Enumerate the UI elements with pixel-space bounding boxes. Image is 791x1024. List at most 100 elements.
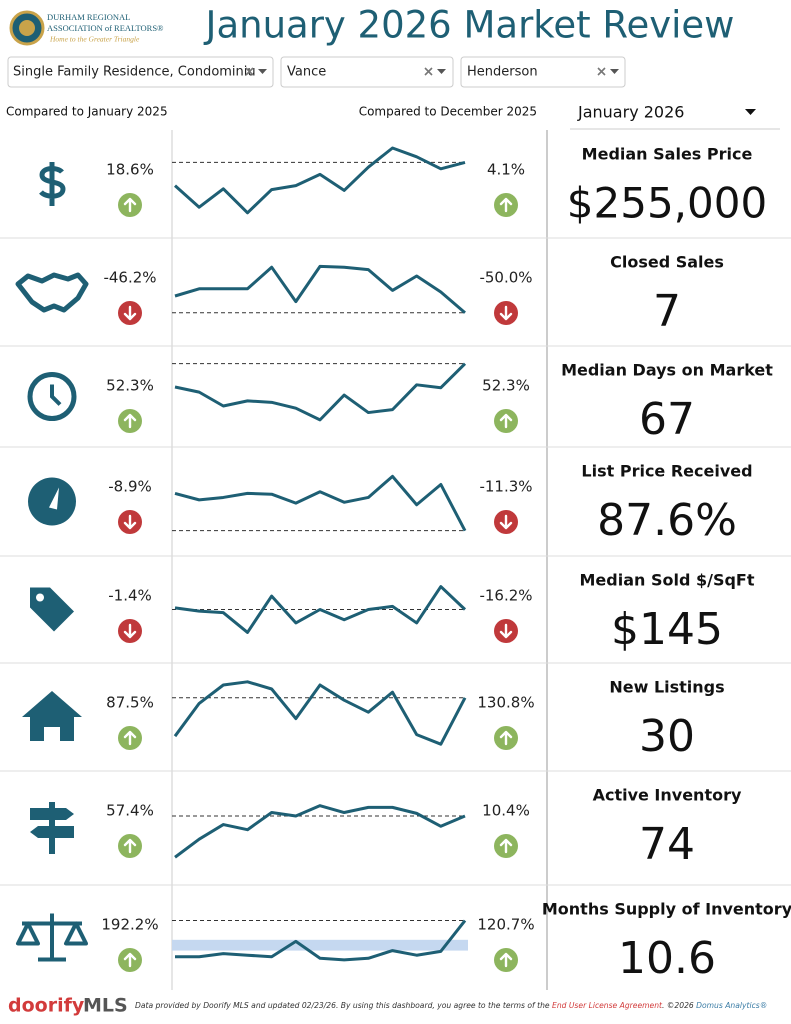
compare-label: Compared to December 2025 — [359, 105, 537, 119]
logo-line: ASSOCIATION of REALTORS® — [47, 23, 164, 33]
yoy-change: 87.5% — [106, 694, 154, 712]
yoy-change: -8.9% — [108, 478, 152, 496]
target-band — [172, 939, 468, 951]
filter[interactable]: Vance — [280, 56, 454, 88]
footer-note: Data provided by Doorify MLS and updated… — [135, 1001, 550, 1010]
trend-line — [175, 919, 467, 962]
yoy-change: -1.4% — [108, 587, 152, 605]
yoy-change: 52.3% — [106, 377, 154, 395]
icon — [16, 913, 88, 962]
period-text: January 2026 — [577, 103, 684, 122]
filter-text: Single Family Residence, Condominiu — [13, 65, 256, 80]
compare-label: Compared to January 2025 — [6, 105, 168, 119]
icon — [30, 587, 74, 632]
dropdown-icon[interactable] — [258, 69, 267, 74]
company-link[interactable]: Domus Analytics® — [696, 1001, 767, 1010]
yoy-arrow — [123, 838, 137, 854]
metric-label: Median Sold $/SqFt — [579, 571, 754, 590]
logo-line: DURHAM REGIONAL — [47, 12, 130, 22]
mom-change: 52.3% — [482, 377, 530, 395]
filter[interactable]: Single Family Residence, Condominiu — [7, 56, 274, 88]
icon — [49, 487, 59, 510]
metric-value: 87.6% — [597, 495, 737, 546]
icon — [27, 372, 77, 421]
metric-label: List Price Received — [581, 462, 752, 481]
period-select[interactable]: January 2026 — [570, 103, 780, 130]
yoy-arrow — [123, 952, 137, 968]
icon — [30, 808, 74, 838]
metric-label: Closed Sales — [610, 253, 724, 272]
metric-label: Active Inventory — [593, 786, 742, 805]
metric-value: 10.6 — [618, 933, 716, 984]
trend-line — [174, 264, 466, 314]
trend-line — [174, 585, 467, 634]
metric-value: $145 — [611, 604, 723, 655]
mom-change: 4.1% — [487, 161, 525, 179]
mom-change: -11.3% — [479, 478, 532, 496]
dropdown-icon[interactable] — [745, 109, 756, 115]
metric-value: $255,000 — [567, 179, 767, 228]
metric-value: 30 — [639, 711, 695, 762]
copyright: . ©2026 — [662, 1001, 694, 1010]
icon — [15, 272, 89, 313]
yoy-arrow — [123, 623, 137, 639]
icon — [39, 162, 66, 206]
yoy-arrow — [123, 197, 137, 213]
metric-value: 7 — [653, 286, 681, 337]
mom-change: -50.0% — [479, 269, 532, 287]
metric-label: New Listings — [609, 678, 724, 697]
filter[interactable]: Henderson — [460, 56, 626, 88]
eula-link[interactable]: End User License Agreement — [552, 1001, 663, 1010]
filter-box[interactable] — [460, 56, 626, 88]
mom-arrow — [499, 623, 513, 639]
mom-arrow — [499, 838, 513, 854]
yoy-change: 18.6% — [106, 161, 154, 179]
yoy-change: 57.4% — [106, 802, 154, 820]
logo-tagline: Home to the Greater Triangle — [49, 35, 140, 44]
yoy-arrow — [123, 413, 137, 429]
page-title: January 2026 Market Review — [204, 4, 735, 47]
trend-line — [174, 146, 466, 215]
mom-change: 120.7% — [477, 916, 534, 934]
icon — [36, 593, 44, 602]
mom-change: -16.2% — [479, 587, 532, 605]
mom-change: 130.8% — [477, 694, 534, 712]
icon — [22, 691, 82, 741]
filter-text: Vance — [287, 65, 326, 80]
yoy-arrow — [123, 514, 137, 530]
trend-line — [174, 474, 467, 532]
mom-arrow — [499, 413, 513, 429]
metric-label: Median Days on Market — [561, 361, 773, 380]
trend-line — [174, 804, 466, 859]
clear-icon[interactable] — [597, 67, 606, 76]
clear-icon[interactable] — [424, 67, 433, 76]
dropdown-icon[interactable] — [437, 69, 446, 74]
yoy-arrow — [123, 730, 137, 746]
mom-change: 10.4% — [482, 802, 530, 820]
mom-arrow — [499, 514, 513, 530]
clear-icon[interactable] — [245, 67, 254, 76]
mom-arrow — [499, 730, 513, 746]
logo-badge-inner — [19, 20, 35, 36]
trend-line — [174, 362, 467, 422]
metric-rows: 18.6% 4.1% Median Sales Price $255,000 -46.2… — [0, 145, 791, 984]
icon — [50, 384, 62, 406]
brand: doorify — [8, 995, 85, 1017]
mom-arrow — [499, 305, 513, 321]
filter-box[interactable] — [7, 56, 274, 88]
trend-line — [173, 680, 467, 746]
metric-label: Median Sales Price — [582, 145, 753, 164]
filter-text: Henderson — [467, 65, 538, 80]
mom-arrow — [499, 952, 513, 968]
metric-value: 67 — [639, 394, 695, 445]
metric-value: 74 — [639, 819, 695, 870]
filter-box[interactable] — [280, 56, 454, 88]
yoy-change: 192.2% — [101, 916, 158, 934]
mom-arrow — [499, 197, 513, 213]
yoy-arrow — [123, 305, 137, 321]
dropdown-icon[interactable] — [610, 69, 619, 74]
footer-text: Data provided by Doorify MLS and updated… — [135, 1001, 767, 1010]
yoy-change: -46.2% — [103, 269, 156, 287]
metric-label: Months Supply of Inventory — [542, 900, 791, 919]
